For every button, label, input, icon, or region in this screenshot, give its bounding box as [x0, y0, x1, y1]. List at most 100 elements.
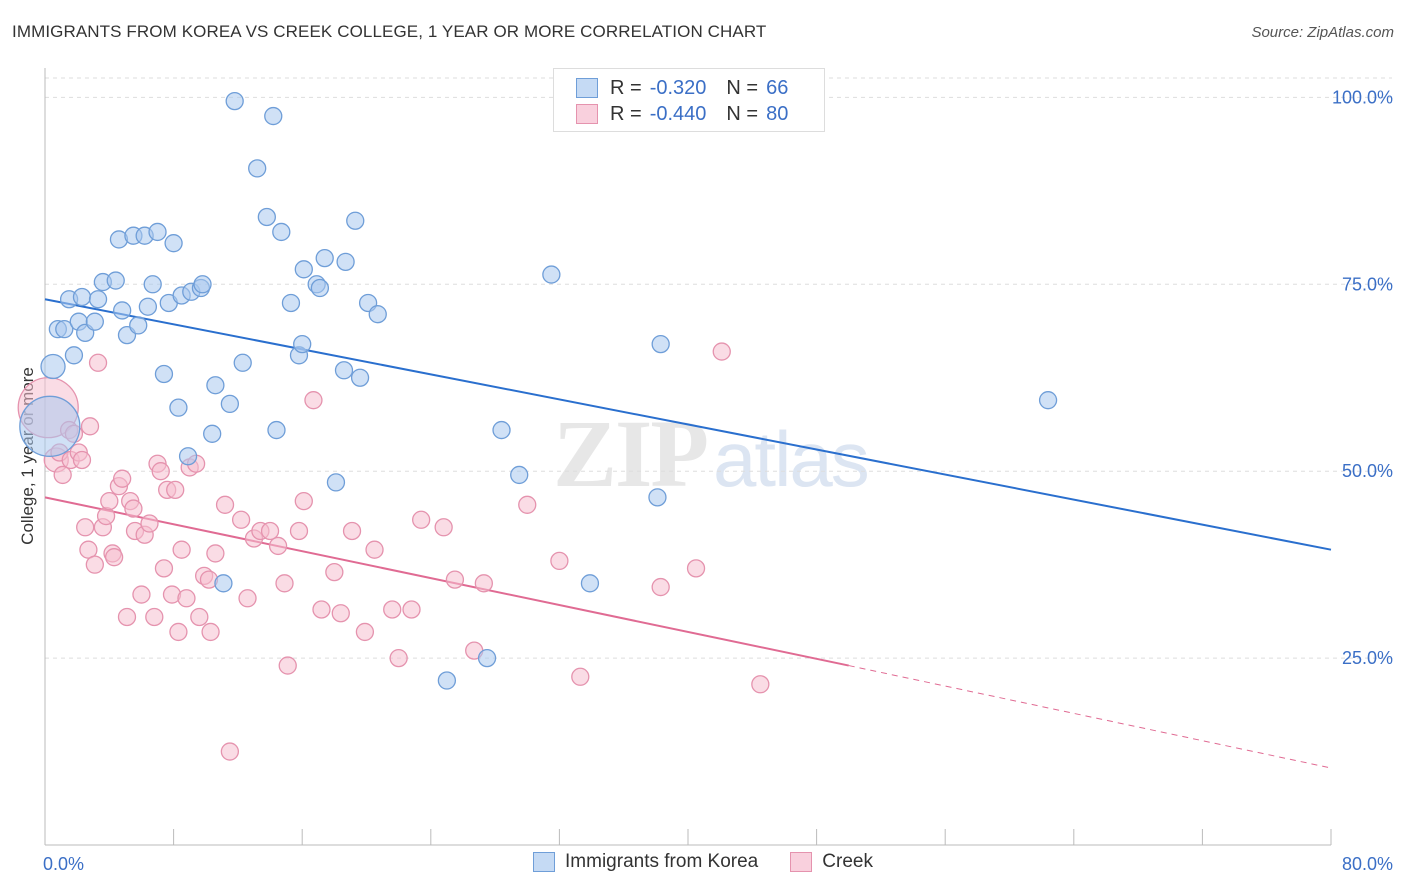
legend-label-korea: Immigrants from Korea — [565, 851, 759, 872]
watermark-atlas: atlas — [713, 415, 870, 503]
tick-labels: 25.0% 50.0% 75.0% 100.0% 0.0% 80.0% — [43, 87, 1393, 874]
creek-point — [72, 450, 92, 470]
creek-point — [331, 604, 350, 623]
korea-point — [19, 395, 81, 457]
creek-point — [275, 574, 294, 593]
creek-point — [325, 562, 344, 582]
creek-point — [53, 465, 72, 485]
y-tick-label: 50.0% — [1342, 461, 1393, 481]
creek-point — [166, 480, 185, 500]
korea-point — [651, 334, 670, 354]
creek-point — [304, 391, 323, 410]
creek-point — [132, 585, 151, 604]
creek-point — [201, 622, 220, 642]
creek-point — [712, 342, 731, 361]
legend-swatch-korea — [533, 852, 556, 872]
korea-point — [40, 353, 66, 380]
x-tick-label-min: 0.0% — [43, 854, 84, 874]
korea-point — [169, 398, 188, 417]
watermark: ZIPatlas — [553, 398, 870, 509]
source-credit: Source: ZipAtlas.com — [1251, 24, 1394, 41]
creek-point — [260, 521, 280, 541]
creek-point — [294, 491, 313, 511]
creek-point — [151, 462, 170, 481]
legend-item-creek[interactable]: Creek — [790, 851, 873, 873]
korea-point — [368, 305, 387, 324]
creek-point — [365, 540, 384, 559]
korea-point — [294, 260, 313, 279]
legend-item-korea[interactable]: Immigrants from Korea — [533, 851, 758, 873]
creek-r-label: R = — [610, 102, 642, 125]
korea-r-label: R = — [610, 76, 642, 99]
legend-swatch-creek — [790, 852, 813, 872]
legend-label-creek: Creek — [822, 851, 873, 872]
creek-point — [140, 514, 159, 533]
korea-point — [72, 287, 92, 307]
creek-n-label: N = — [726, 102, 759, 125]
korea-point — [64, 346, 84, 365]
korea-point — [310, 278, 330, 298]
korea-point — [542, 265, 561, 284]
korea-point — [477, 648, 497, 668]
korea-point — [113, 301, 132, 320]
korea-point — [220, 394, 240, 414]
korea-point — [336, 252, 355, 272]
korea-swatch — [576, 78, 598, 98]
korea-point — [648, 488, 667, 507]
creek-point — [289, 521, 309, 541]
korea-point — [148, 222, 167, 242]
creek-point — [206, 544, 225, 563]
creek-point — [85, 555, 104, 574]
korea-point — [129, 316, 148, 335]
korea-point — [106, 271, 125, 290]
creek-point — [190, 607, 209, 627]
creek-point — [154, 559, 174, 578]
korea-point — [264, 106, 283, 126]
creek-point — [145, 607, 164, 627]
korea-point — [88, 290, 108, 309]
creek-point — [402, 600, 421, 619]
korea-point — [272, 222, 291, 242]
creek-point — [550, 551, 569, 571]
creek-point — [96, 506, 116, 526]
creek-point — [571, 667, 590, 686]
x-tick-label-max: 80.0% — [1342, 854, 1393, 874]
creek-swatch — [576, 104, 598, 124]
creek-point — [383, 600, 402, 619]
creek-point — [412, 510, 431, 529]
korea-point — [233, 353, 252, 372]
creek-point — [686, 559, 706, 578]
stats-row-creek: R = -0.440 N = 80 — [576, 101, 788, 127]
korea-point — [55, 319, 74, 339]
korea-point — [257, 207, 276, 227]
creek-point — [113, 469, 132, 488]
creek-points — [17, 342, 770, 761]
creek-point — [312, 600, 331, 619]
creek-point — [445, 570, 465, 589]
korea-point — [138, 297, 158, 316]
korea-points — [19, 91, 1058, 690]
creek-point — [177, 589, 196, 608]
creek-point — [518, 495, 537, 514]
creek-point — [215, 495, 235, 514]
korea-point — [154, 364, 174, 384]
y-tick-label: 25.0% — [1342, 648, 1393, 668]
creek-point — [355, 622, 375, 642]
korea-n-value: 66 — [766, 76, 789, 99]
korea-point — [492, 420, 511, 440]
creek-point — [117, 607, 137, 627]
creek-point — [231, 510, 251, 529]
watermark-zip: ZIP — [553, 400, 709, 507]
chart-title: IMMIGRANTS FROM KOREA VS CREEK COLLEGE, … — [12, 22, 767, 41]
creek-r-value: -0.440 — [649, 102, 707, 125]
korea-point — [437, 671, 457, 690]
creek-point — [88, 353, 108, 372]
axes — [44, 68, 1332, 846]
korea-point — [203, 424, 222, 443]
creek-point — [278, 656, 297, 675]
korea-point — [206, 376, 225, 395]
creek-point — [124, 499, 143, 518]
creek-point — [651, 577, 670, 597]
creek-point — [268, 536, 288, 556]
